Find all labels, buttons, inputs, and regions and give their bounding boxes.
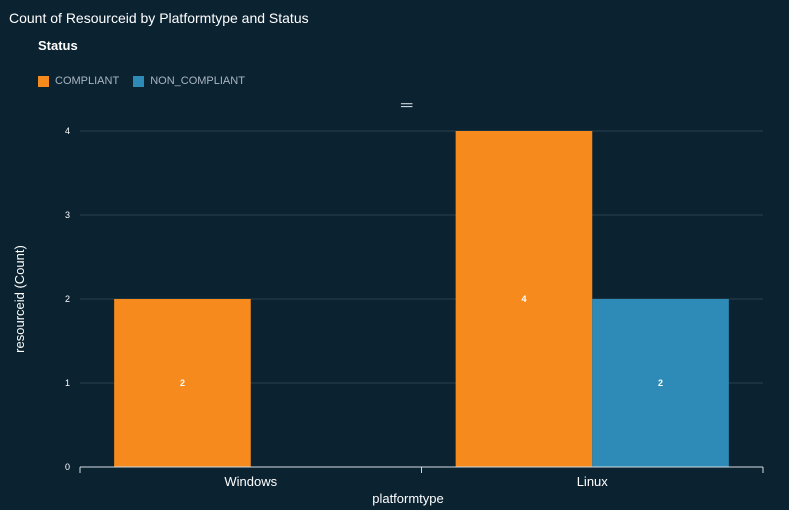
- legend-item-compliant[interactable]: COMPLIANT: [38, 75, 119, 87]
- drag-handle-icon[interactable]: ═: [401, 97, 413, 114]
- legend-label-non-compliant: NON_COMPLIANT: [150, 75, 245, 87]
- y-axis-title: resourceid (Count): [12, 245, 27, 353]
- x-axis-title: platformtype: [372, 491, 444, 506]
- bar-linux-compliant[interactable]: [455, 131, 593, 467]
- legend-label-compliant: COMPLIANT: [55, 75, 120, 87]
- legend-title: Status: [38, 38, 78, 53]
- data-label: 2: [180, 378, 185, 388]
- data-label: 2: [658, 378, 663, 388]
- legend: COMPLIANT NON_COMPLIANT: [38, 75, 245, 87]
- y-tick-label: 4: [65, 126, 70, 136]
- y-tick-label: 1: [65, 378, 70, 388]
- chart-title: Count of Resourceid by Platformtype and …: [9, 10, 309, 26]
- legend-swatch-non-compliant: [133, 75, 145, 87]
- y-tick-label: 2: [65, 294, 70, 304]
- x-tick-label-linux: Linux: [577, 474, 609, 489]
- y-tick-label: 0: [65, 462, 70, 472]
- legend-swatch-compliant: [38, 75, 49, 87]
- bar-windows-compliant[interactable]: [114, 299, 251, 467]
- bar-linux-non-compliant[interactable]: [592, 299, 729, 467]
- y-tick-label: 3: [65, 210, 70, 220]
- x-tick-label-windows: Windows: [224, 474, 277, 489]
- data-label: 4: [521, 294, 526, 304]
- legend-item-non-compliant[interactable]: NON_COMPLIANT: [133, 75, 245, 87]
